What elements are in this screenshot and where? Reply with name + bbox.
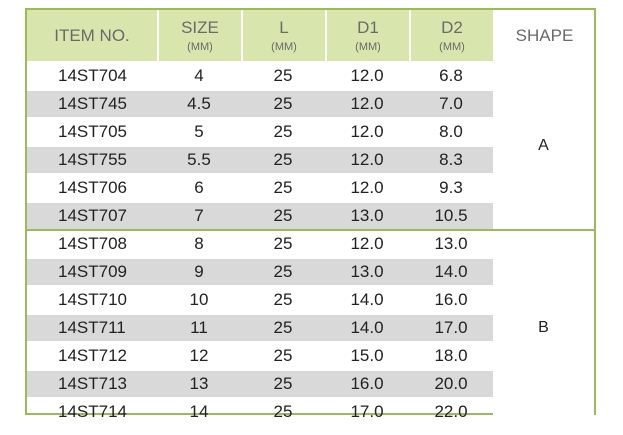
item-no-cell: 14ST706 xyxy=(27,173,157,201)
size-cell: 4.5 xyxy=(157,89,241,117)
table-row: 14ST755 5.5 25 12.0 8.3 xyxy=(27,145,594,173)
l-cell: 25 xyxy=(241,397,325,425)
l-cell: 25 xyxy=(241,313,325,341)
d2-cell: 17.0 xyxy=(409,313,493,341)
d1-cell: 12.0 xyxy=(325,173,409,201)
l-cell: 25 xyxy=(241,229,325,257)
d2-cell: 20.0 xyxy=(409,369,493,397)
d2-cell: 8.3 xyxy=(409,145,493,173)
header-size: SIZE (MM) xyxy=(157,10,241,61)
table-row: 14ST712 12 25 15.0 18.0 xyxy=(27,341,594,369)
d1-cell: 12.0 xyxy=(325,229,409,257)
d1-cell: 13.0 xyxy=(325,257,409,285)
d1-cell: 12.0 xyxy=(325,117,409,145)
spec-table-frame: ITEM NO. SIZE (MM) L (MM) D1 (MM) D2 (MM… xyxy=(25,8,596,425)
item-no-cell: 14ST708 xyxy=(27,229,157,257)
table-row: 14ST745 4.5 25 12.0 7.0 xyxy=(27,89,594,117)
spec-table: ITEM NO. SIZE (MM) L (MM) D1 (MM) D2 (MM… xyxy=(27,10,594,425)
shape-cell: B xyxy=(493,229,594,425)
l-cell: 25 xyxy=(241,89,325,117)
size-cell: 14 xyxy=(157,397,241,425)
table-row: 14ST714 14 25 17.0 22.0 xyxy=(27,397,594,425)
header-row: ITEM NO. SIZE (MM) L (MM) D1 (MM) D2 (MM… xyxy=(27,10,594,61)
table-row: 14ST711 11 25 14.0 17.0 xyxy=(27,313,594,341)
item-no-cell: 14ST745 xyxy=(27,89,157,117)
d1-cell: 16.0 xyxy=(325,369,409,397)
size-cell: 7 xyxy=(157,201,241,229)
l-cell: 25 xyxy=(241,257,325,285)
item-no-cell: 14ST711 xyxy=(27,313,157,341)
item-no-cell: 14ST705 xyxy=(27,117,157,145)
d1-cell: 12.0 xyxy=(325,145,409,173)
item-no-cell: 14ST713 xyxy=(27,369,157,397)
d2-cell: 10.5 xyxy=(409,201,493,229)
header-l: L (MM) xyxy=(241,10,325,61)
size-cell: 9 xyxy=(157,257,241,285)
l-cell: 25 xyxy=(241,117,325,145)
item-no-cell: 14ST704 xyxy=(27,61,157,89)
size-cell: 6 xyxy=(157,173,241,201)
d2-cell: 22.0 xyxy=(409,397,493,425)
table-row: 14ST707 7 25 13.0 10.5 xyxy=(27,201,594,229)
d2-cell: 14.0 xyxy=(409,257,493,285)
item-no-cell: 14ST707 xyxy=(27,201,157,229)
table-row: 14ST713 13 25 16.0 20.0 xyxy=(27,369,594,397)
d2-cell: 18.0 xyxy=(409,341,493,369)
l-cell: 25 xyxy=(241,341,325,369)
size-cell: 13 xyxy=(157,369,241,397)
d2-cell: 8.0 xyxy=(409,117,493,145)
d1-cell: 15.0 xyxy=(325,341,409,369)
d2-cell: 16.0 xyxy=(409,285,493,313)
d2-cell: 6.8 xyxy=(409,61,493,89)
l-cell: 25 xyxy=(241,201,325,229)
table-row: 14ST705 5 25 12.0 8.0 xyxy=(27,117,594,145)
item-no-cell: 14ST709 xyxy=(27,257,157,285)
l-cell: 25 xyxy=(241,285,325,313)
header-shape: SHAPE xyxy=(493,10,594,61)
l-cell: 25 xyxy=(241,61,325,89)
table-row: 14ST704 4 25 12.0 6.8 A xyxy=(27,61,594,229)
table-body: 14ST704 4 25 12.0 6.8 A 14ST745 4.5 25 12.0 7.0 14S… xyxy=(27,61,594,425)
size-cell: 12 xyxy=(157,341,241,369)
table-row: 14ST706 6 25 12.0 9.3 xyxy=(27,173,594,201)
size-cell: 5.5 xyxy=(157,145,241,173)
header-d1: D1 (MM) xyxy=(325,10,409,61)
table-row: 14ST710 10 25 14.0 16.0 xyxy=(27,285,594,313)
d1-cell: 12.0 xyxy=(325,89,409,117)
header-item-no: ITEM NO. xyxy=(27,10,157,61)
shape-cell: A xyxy=(493,61,594,229)
size-cell: 8 xyxy=(157,229,241,257)
size-cell: 11 xyxy=(157,313,241,341)
size-cell: 10 xyxy=(157,285,241,313)
d2-cell: 13.0 xyxy=(409,229,493,257)
item-no-cell: 14ST712 xyxy=(27,341,157,369)
d1-cell: 12.0 xyxy=(325,61,409,89)
d1-cell: 14.0 xyxy=(325,313,409,341)
size-cell: 4 xyxy=(157,61,241,89)
table-row: 14ST709 9 25 13.0 14.0 xyxy=(27,257,594,285)
table-row: 14ST708 8 25 12.0 13.0 B xyxy=(27,229,594,425)
l-cell: 25 xyxy=(241,145,325,173)
l-cell: 25 xyxy=(241,173,325,201)
d1-cell: 17.0 xyxy=(325,397,409,425)
size-cell: 5 xyxy=(157,117,241,145)
header-d2: D2 (MM) xyxy=(409,10,493,61)
l-cell: 25 xyxy=(241,369,325,397)
d1-cell: 14.0 xyxy=(325,285,409,313)
d1-cell: 13.0 xyxy=(325,201,409,229)
item-no-cell: 14ST714 xyxy=(27,397,157,425)
item-no-cell: 14ST755 xyxy=(27,145,157,173)
d2-cell: 7.0 xyxy=(409,89,493,117)
item-no-cell: 14ST710 xyxy=(27,285,157,313)
d2-cell: 9.3 xyxy=(409,173,493,201)
